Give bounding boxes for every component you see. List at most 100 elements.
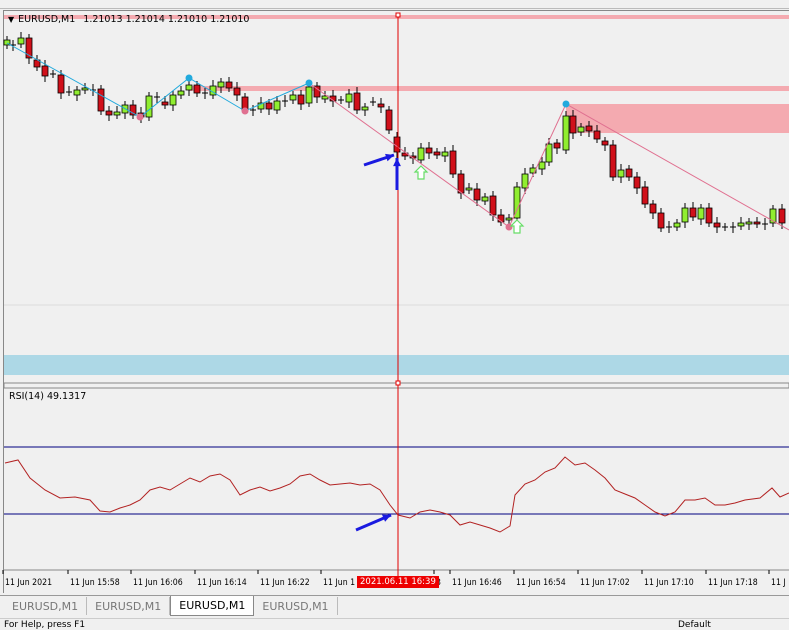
rsi-line (4, 456, 789, 533)
chart-canvas[interactable] (0, 0, 789, 595)
bear-candle (625, 168, 633, 178)
swing-high-dot (562, 100, 570, 108)
bear-candle (377, 103, 385, 108)
swing-low-dot (241, 107, 249, 115)
bull-candle (257, 102, 265, 110)
bear-candle (41, 65, 49, 77)
time-label: 11 Jun 17:02 (580, 578, 630, 588)
resistance-zone-mid (189, 86, 789, 91)
bear-candle (457, 173, 465, 194)
bear-candle (105, 110, 113, 116)
tab-eurusd-2[interactable]: EURUSD,M1 (87, 597, 171, 615)
time-label: 11 Jun 16:54 (516, 578, 566, 588)
arrow-head-icon (382, 514, 391, 522)
bear-candle (265, 102, 273, 110)
crosshair-handle (395, 12, 401, 18)
bear-candle (449, 150, 457, 175)
bear-candle (641, 186, 649, 205)
bull-candle (681, 207, 689, 223)
bear-candle (129, 104, 137, 116)
crosshair-time-label: 2021.06.11 16:39 (357, 576, 439, 588)
bull-candle (697, 207, 705, 220)
bear-candle (161, 101, 169, 106)
bull-candle (17, 37, 25, 45)
bull-candle (521, 173, 529, 189)
bear-candle (705, 207, 713, 224)
bull-candle (481, 196, 489, 202)
bull-candle (441, 151, 449, 157)
collapse-triangle-icon[interactable]: ▼ (8, 15, 15, 24)
bear-candle (225, 81, 233, 89)
time-label: 11 Jun 15:58 (70, 578, 120, 588)
bull-candle (562, 115, 570, 151)
bull-candle (737, 222, 745, 227)
time-label: 11 Jun 1 (323, 578, 356, 588)
bull-candle (577, 126, 585, 133)
tab-eurusd-1[interactable]: EURUSD,M1 (4, 597, 88, 615)
time-label: 11 Jun 16:22 (260, 578, 310, 588)
bear-candle (593, 130, 601, 140)
bull-candle (169, 94, 177, 106)
bear-candle (633, 176, 641, 189)
bull-candle (769, 208, 777, 224)
bull-candle (73, 89, 81, 96)
bull-candle (273, 100, 281, 111)
toolbar (0, 0, 789, 9)
time-label: 11 Jun 16:06 (133, 578, 183, 588)
buy-arrow-icon (413, 165, 429, 180)
swing-high-dot (185, 74, 193, 82)
bear-candle (489, 195, 497, 216)
bear-candle (233, 87, 241, 96)
crosshair-handle (395, 380, 401, 386)
time-label: 11 Jun 17:10 (644, 578, 694, 588)
bull-candle (417, 147, 425, 161)
zigzag-line-pink (308, 82, 789, 231)
bear-candle (385, 109, 393, 131)
swing-high-dot (305, 79, 313, 87)
arrow-head-icon (393, 158, 401, 167)
bull-candle (321, 95, 329, 100)
bull-candle (545, 143, 553, 163)
bull-candle (361, 106, 369, 111)
bull-candle (538, 161, 546, 170)
bear-candle (297, 94, 305, 105)
time-label: 11 Jun 16:14 (197, 578, 247, 588)
bull-candle (465, 187, 473, 191)
bear-candle (25, 37, 33, 59)
bull-candle (3, 39, 11, 46)
bear-candle (553, 142, 561, 149)
bear-candle (713, 222, 721, 228)
ohlc-values: 1.21013 1.21014 1.21010 1.21010 (83, 14, 250, 25)
bull-candle (185, 84, 193, 91)
bull-candle (113, 111, 121, 116)
status-profile: Default (678, 620, 711, 630)
bear-candle (57, 74, 65, 94)
bull-candle (289, 94, 297, 101)
bear-candle (657, 212, 665, 229)
bear-candle (601, 140, 609, 146)
bear-candle (425, 147, 433, 154)
chart-header: ▼ EURUSD,M1 1.21013 1.21014 1.21010 1.21… (8, 14, 249, 25)
bear-candle (433, 151, 441, 156)
bull-candle (529, 167, 537, 174)
bear-candle (778, 208, 786, 224)
time-label: 11 Jun 17:18 (708, 578, 758, 588)
tab-eurusd-3[interactable]: EURUSD,M1 (170, 596, 255, 616)
arrow-head-icon (385, 153, 394, 162)
bull-candle (345, 93, 353, 103)
time-label: 11 Jun 16:46 (452, 578, 502, 588)
bull-candle (217, 81, 225, 88)
bull-candle (505, 217, 513, 221)
bull-candle (177, 90, 185, 96)
bull-candle (673, 222, 681, 228)
bear-candle (473, 188, 481, 201)
bear-candle (649, 203, 657, 214)
symbol-label: EURUSD,M1 (18, 14, 76, 25)
bull-candle (305, 86, 313, 104)
chart-tabs: EURUSD,M1 EURUSD,M1 EURUSD,M1 EURUSD,M1 (0, 595, 789, 616)
tab-eurusd-4[interactable]: EURUSD,M1 (254, 597, 338, 615)
rsi-indicator-label: RSI(14) 49.1317 (9, 391, 87, 402)
bear-candle (585, 125, 593, 132)
bear-candle (609, 144, 617, 178)
buy-arrow-icon (509, 219, 525, 234)
